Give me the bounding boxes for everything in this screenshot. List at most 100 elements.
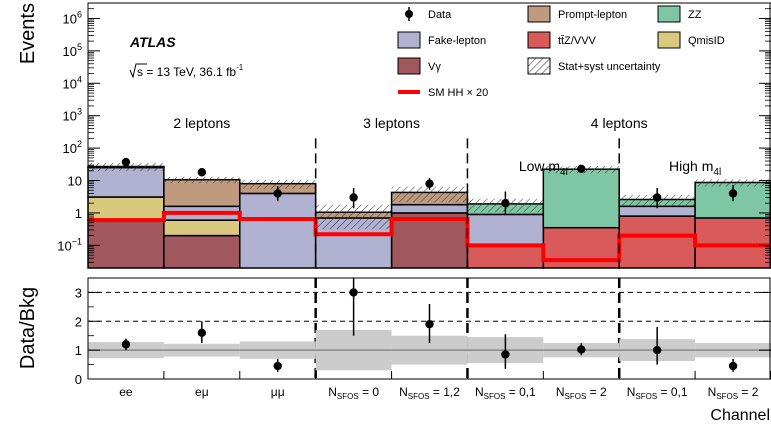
uncertainty-band-4 — [391, 186, 468, 203]
region-label-1: 3 leptons — [363, 115, 420, 131]
x-tick-label-3: NSFOS = 0 — [328, 385, 379, 401]
bar-prompt_lepton-1 — [163, 178, 241, 208]
region-label-sub-3: 4l — [560, 167, 568, 178]
x-tick-tail-4: = 1,2 — [430, 385, 461, 399]
legend-data-marker — [405, 10, 413, 18]
ratio-tick-label-3: 3 — [75, 285, 82, 300]
x-tick-tail-8: = 2 — [738, 385, 759, 399]
ratio-tick-label-2: 2 — [75, 314, 82, 329]
ratio-panel: 0 1 2 3 — [75, 277, 771, 387]
uncertainty-band-1 — [163, 176, 240, 184]
energy-sup: -1 — [236, 63, 244, 72]
x-tick-main-1: eμ — [195, 385, 209, 399]
data-point-2 — [273, 189, 282, 198]
y-tick-exp-0: 6 — [77, 9, 82, 19]
ratio-panel-frame — [87, 277, 771, 380]
ratio-tick-label-1: 1 — [75, 343, 82, 358]
ratio-point-2 — [273, 361, 282, 371]
region-label-text-0: 2 leptons — [173, 115, 230, 131]
x-tick-tail-5: = 0,1 — [505, 385, 536, 399]
x-tick-main-8: N — [708, 385, 717, 399]
y-tick-base-2: 10 — [63, 76, 77, 91]
legend-label-1: Prompt-lepton — [558, 9, 627, 21]
y-tick-label-6: 1 — [75, 206, 82, 221]
x-tick-tail-7: = 0,1 — [657, 385, 688, 399]
energy-label: s = 13 TeV, 36.1 fb-1 — [137, 63, 244, 79]
ratio-point-5 — [501, 350, 510, 359]
ratio-point-6 — [577, 345, 586, 354]
data-point-5 — [501, 198, 510, 208]
legend-label-0: Data — [428, 9, 452, 21]
x-tick-sub-6: SFOS — [565, 392, 587, 401]
bar-fake_lepton-4 — [390, 203, 469, 214]
y-tick-label-1: 105 — [63, 42, 82, 59]
bar-ttz_vvv-8 — [694, 217, 771, 269]
legend-swatch-fake_lepton — [397, 31, 421, 49]
x-tick-label-1: eμ — [195, 385, 209, 399]
legend-swatch-uncertainty — [527, 57, 551, 75]
data-point-4 — [425, 179, 434, 188]
bar-qmisid-0 — [87, 196, 165, 221]
uncertainty-band-2 — [239, 179, 316, 189]
region-label-text-2: 4 leptons — [591, 115, 648, 131]
bar-vgamma-1 — [163, 234, 241, 269]
y-tick-exp-3: 3 — [77, 107, 82, 117]
x-tick-tail-3: = 0 — [359, 385, 380, 399]
legend-label-6: Vγ — [428, 61, 441, 73]
sqrt-sign — [129, 63, 147, 79]
ratio-point-8 — [728, 361, 738, 371]
y-tick-label-7: 10−1 — [57, 236, 82, 253]
uncertainty-band-3 — [315, 204, 392, 230]
bar-vgamma-0 — [87, 219, 165, 269]
legend-swatch-vgamma — [397, 57, 421, 75]
legend-label-5: QmisID — [688, 35, 725, 47]
x-tick-main-4: N — [399, 385, 408, 399]
bar-qmisid-1 — [163, 219, 241, 237]
y-tick-base-7: 10 — [57, 238, 71, 253]
y-tick-base-1: 10 — [63, 44, 77, 59]
data-point-6 — [577, 164, 586, 173]
ratio-y-axis-title: Data/Bkg — [17, 287, 39, 369]
signal-sm-hh-line — [88, 210, 771, 263]
region-label-2: 4 leptons — [591, 115, 648, 131]
x-tick-label-6: NSFOS = 2 — [556, 385, 607, 401]
x-tick-label-8: NSFOS = 2 — [708, 385, 759, 401]
y-tick-label-2: 104 — [63, 74, 82, 91]
x-tick-label-2: μμ — [271, 385, 285, 399]
y-tick-exp-4: 2 — [77, 139, 82, 149]
bar-vgamma-4 — [390, 212, 469, 269]
y-tick-base-5: 10 — [68, 174, 82, 189]
data-point-8 — [728, 189, 738, 198]
ratio-point-7 — [652, 345, 662, 355]
legend-label-7: Stat+syst uncertainty — [558, 61, 661, 73]
x-tick-main-5: N — [475, 385, 484, 399]
bar-ttz_vvv-5 — [466, 244, 545, 269]
y-tick-exp-2: 4 — [77, 74, 82, 84]
uncertainty-band-8 — [695, 179, 771, 187]
main-panel: 2 leptons 3 leptons 4 leptons Low m4l High m… — [57, 2, 771, 269]
y-tick-base-4: 10 — [63, 141, 77, 156]
x-tick-main-7: N — [627, 385, 636, 399]
region-label-4: High m4l — [669, 158, 721, 178]
ratio-tick-label-0: 0 — [75, 372, 82, 387]
data-point-3 — [349, 193, 358, 202]
ratio-point-1 — [197, 328, 207, 338]
region-label-3: Low m4l — [519, 158, 568, 178]
legend-swatch-ttz_vvv — [527, 31, 551, 49]
legend-label-2: ZZ — [688, 9, 702, 21]
y-tick-base-3: 10 — [63, 109, 77, 124]
y-tick-label-5: 10 — [68, 174, 82, 189]
y-tick-exp-7: −1 — [72, 236, 82, 246]
atlas-label: ATLAS — [129, 34, 176, 50]
bar-zz-6 — [542, 168, 620, 229]
region-label-text-4: High m — [669, 158, 713, 174]
legend-label-3: Fake-lepton — [428, 35, 486, 47]
x-tick-main-6: N — [556, 385, 565, 399]
data-point-7 — [652, 193, 662, 202]
region-label-0: 2 leptons — [173, 115, 230, 131]
region-label-sub-4: 4l — [713, 167, 721, 178]
x-tick-sub-3: SFOS — [337, 392, 359, 401]
legend-label-8: SM HH × 20 — [428, 87, 488, 99]
y-tick-base-6: 1 — [75, 206, 82, 221]
